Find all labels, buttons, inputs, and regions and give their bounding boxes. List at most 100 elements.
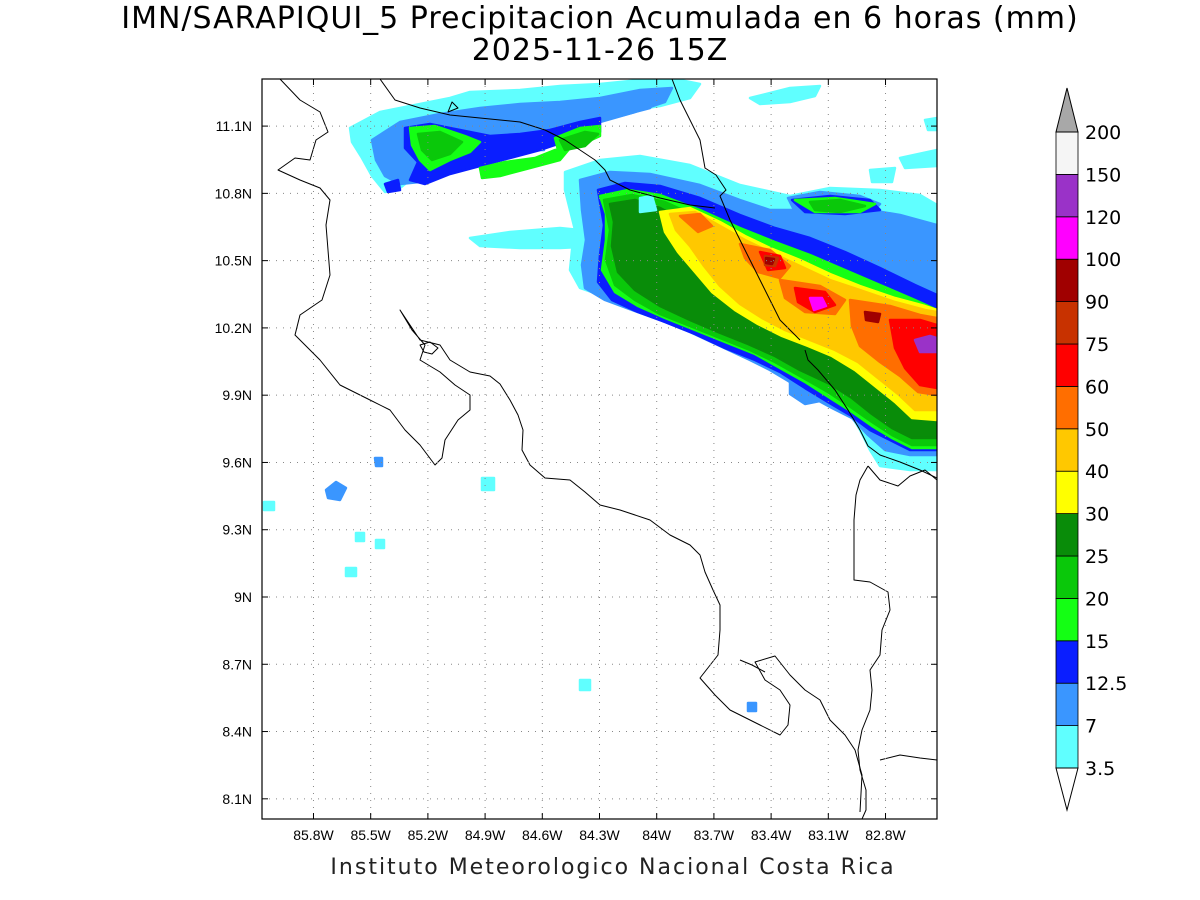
longitude-ticks: 85.8W 85.5W 85.2W 84.9W 84.6W 84.3W 84W 83.7W 83… [293, 79, 907, 843]
lon-tick-label: 83.4W [751, 827, 792, 843]
lat-tick-label: 9N [234, 589, 252, 605]
map-subtitle: 2025-11-26 15Z [471, 33, 729, 68]
lon-tick-label: 83.7W [694, 827, 735, 843]
precip-contour-3_5 [468, 226, 602, 250]
lon-tick-label: 82.8W [865, 827, 906, 843]
lon-tick-label: 83.1W [808, 827, 849, 843]
legend-swatch-100 [1055, 216, 1079, 260]
precip-contour-90 [764, 256, 776, 266]
legend-label: 15 [1085, 631, 1109, 653]
legend-label: 120 [1085, 207, 1121, 229]
border-panama [867, 465, 937, 487]
legend-over-arrow [1055, 87, 1079, 133]
border-panama-south [853, 465, 891, 819]
precip-contour-3_5 [868, 166, 897, 184]
map-grid [262, 79, 937, 819]
lat-tick-label: 8.7N [222, 656, 252, 672]
legend-swatch-7 [1055, 682, 1079, 727]
color-legend: 3.5 7 12.5 15 20 25 30 40 50 60 75 90 100 120 150 200 [1055, 87, 1127, 812]
precip-contour-3_5 [374, 538, 386, 550]
precip-contour-90 [863, 310, 882, 324]
precip-contour-100 [808, 296, 828, 312]
footer-credit: Instituto Meteorologico Nacional Costa R… [330, 855, 896, 880]
lat-tick-label: 8.1N [222, 791, 252, 807]
precip-contour-7 [746, 701, 758, 713]
legend-swatch-50 [1055, 385, 1079, 430]
legend-swatch-90 [1055, 258, 1079, 303]
lat-tick-label: 8.4N [222, 724, 252, 740]
legend-label: 200 [1085, 122, 1121, 144]
legend-swatch-120 [1055, 173, 1079, 218]
precip-contour-20 [558, 130, 600, 152]
legend-label: 20 [1085, 588, 1109, 610]
legend-swatch-60 [1055, 343, 1079, 387]
legend-swatch-20 [1055, 555, 1079, 599]
latitude-ticks: 11.1N 10.8N 10.5N 10.2N 9.9N 9.6N 9.3N 9N 8.7N 8.… [215, 118, 937, 807]
legend-under-arrow [1055, 767, 1079, 812]
legend-label: 100 [1085, 249, 1121, 271]
island-chira [419, 341, 439, 355]
precip-contour-3_5 [578, 678, 592, 692]
precip-contour-3_5 [923, 116, 937, 132]
precip-contour-7 [603, 94, 662, 118]
precip-contour-12_5 [383, 178, 402, 194]
legend-swatch-25 [1055, 513, 1079, 557]
precip-contour-7 [373, 456, 384, 468]
lat-tick-label: 11.1N [216, 118, 252, 134]
legend-label: 90 [1085, 292, 1109, 314]
border-nicaragua [379, 79, 716, 209]
island-ometepe [447, 101, 459, 113]
coastline-caribbean [804, 349, 937, 479]
coastline [277, 79, 937, 819]
precip-contour-50 [678, 212, 714, 234]
lat-tick-label: 9.6N [222, 454, 252, 470]
legend-swatch-3_5 [1055, 725, 1079, 769]
lon-tick-label: 84W [642, 827, 672, 843]
legend-label: 30 [1085, 504, 1109, 526]
legend-label: 150 [1085, 164, 1121, 186]
precip-contour-7 [488, 116, 504, 130]
legend-label: 60 [1085, 376, 1109, 398]
coastline-nicaragua [671, 79, 801, 341]
lon-tick-label: 85.2W [408, 827, 449, 843]
legend-label: 7 [1085, 716, 1097, 738]
lon-tick-label: 85.8W [293, 827, 334, 843]
legend-label: 50 [1085, 419, 1109, 441]
legend-swatch-30 [1055, 470, 1079, 515]
precip-contour-20 [808, 198, 867, 214]
precip-contour-15 [478, 146, 572, 180]
coastline-pacific [277, 79, 863, 813]
legend-label: 3.5 [1085, 758, 1115, 780]
legend-label: 12.5 [1085, 673, 1127, 695]
map-title: IMN/SARAPIQUI_5 Precipitacion Acumulada … [121, 1, 1079, 36]
legend-swatch-15 [1055, 598, 1079, 642]
lat-tick-label: 10.2N [215, 320, 252, 336]
lon-tick-label: 84.9W [465, 827, 506, 843]
lon-tick-label: 85.5W [350, 827, 391, 843]
legend-swatch-150 [1055, 131, 1079, 175]
precip-contour-3_5 [344, 566, 358, 578]
legend-swatch-12_5 [1055, 640, 1079, 684]
precip-contour-3_5 [480, 476, 496, 492]
lat-tick-label: 10.5N [215, 253, 252, 269]
lon-tick-label: 84.6W [522, 827, 563, 843]
lon-tick-label: 84.3W [579, 827, 620, 843]
precip-contour-3_5 [354, 531, 366, 543]
precip-contour-7 [324, 480, 348, 502]
coastline-osa [739, 659, 766, 673]
legend-label: 75 [1085, 334, 1109, 356]
legend-label: 25 [1085, 546, 1109, 568]
precip-contour-3_5 [748, 84, 822, 106]
precipitation-field [262, 79, 937, 713]
lat-tick-label: 9.3N [222, 522, 252, 538]
lat-tick-label: 10.8N [215, 185, 252, 201]
precip-contour-20 [416, 130, 464, 162]
precip-contour-3_5 [898, 148, 937, 170]
precip-contour-120 [913, 334, 937, 354]
legend-swatch-75 [1055, 301, 1079, 345]
lat-tick-label: 9.9N [222, 387, 252, 403]
precip-contour-3_5 [262, 500, 276, 512]
legend-swatch-40 [1055, 428, 1079, 472]
legend-label: 40 [1085, 461, 1109, 483]
